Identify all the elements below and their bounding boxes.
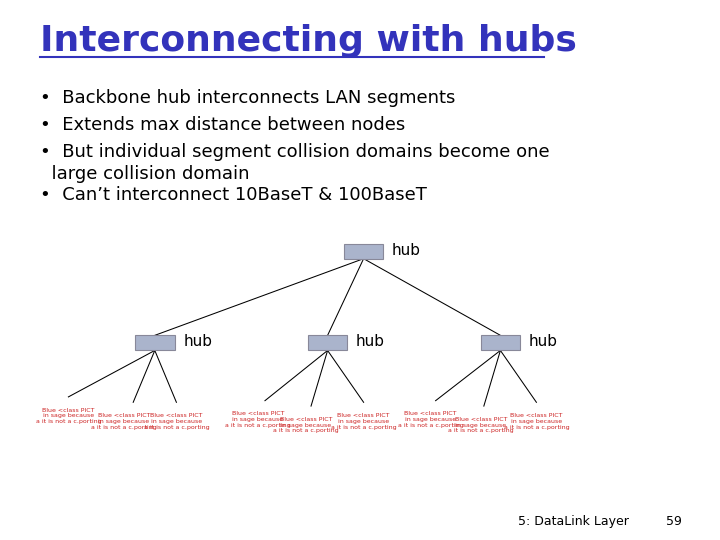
- Text: •  Can’t interconnect 10BaseT & 100BaseT: • Can’t interconnect 10BaseT & 100BaseT: [40, 186, 426, 204]
- Text: Blue <class PICT
in sage because
a it is not a c.porting: Blue <class PICT in sage because a it is…: [397, 411, 464, 428]
- FancyBboxPatch shape: [481, 335, 521, 350]
- Text: Blue <class PICT
in sage because
a it is not a c.porting: Blue <class PICT in sage because a it is…: [273, 417, 339, 434]
- Text: 5: DataLink Layer: 5: DataLink Layer: [518, 515, 629, 528]
- Text: Blue <class PICT
in sage because
a it is not a c.porting: Blue <class PICT in sage because a it is…: [503, 413, 570, 430]
- Text: Blue <class PICT
in sage because
a it is not a c.porting: Blue <class PICT in sage because a it is…: [225, 411, 291, 428]
- Text: •  Backbone hub interconnects LAN segments: • Backbone hub interconnects LAN segment…: [40, 89, 455, 107]
- FancyBboxPatch shape: [135, 335, 174, 350]
- Text: Blue <class PICT
in sage because
a it is not a c.porting: Blue <class PICT in sage because a it is…: [330, 413, 397, 430]
- Text: •  Extends max distance between nodes: • Extends max distance between nodes: [40, 116, 405, 134]
- Text: Interconnecting with hubs: Interconnecting with hubs: [40, 24, 577, 58]
- Text: Blue <class PICT
in sage because
a it is not a c.porting: Blue <class PICT in sage because a it is…: [91, 413, 157, 430]
- Text: Blue <class PICT
in sage because
a it is not a c.porting: Blue <class PICT in sage because a it is…: [448, 417, 514, 434]
- Text: Blue <class PICT
in sage because
a it is not a c.porting: Blue <class PICT in sage because a it is…: [143, 413, 210, 430]
- Text: hub: hub: [183, 334, 212, 349]
- Text: hub: hub: [528, 334, 558, 349]
- Text: 59: 59: [666, 515, 682, 528]
- Text: hub: hub: [392, 242, 421, 258]
- Text: Blue <class PICT
in sage because
a it is not a c.porting: Blue <class PICT in sage because a it is…: [35, 408, 102, 424]
- FancyBboxPatch shape: [308, 335, 347, 350]
- FancyBboxPatch shape: [344, 244, 383, 259]
- Text: •  But individual segment collision domains become one
  large collision domain: • But individual segment collision domai…: [40, 143, 549, 183]
- Text: hub: hub: [356, 334, 385, 349]
